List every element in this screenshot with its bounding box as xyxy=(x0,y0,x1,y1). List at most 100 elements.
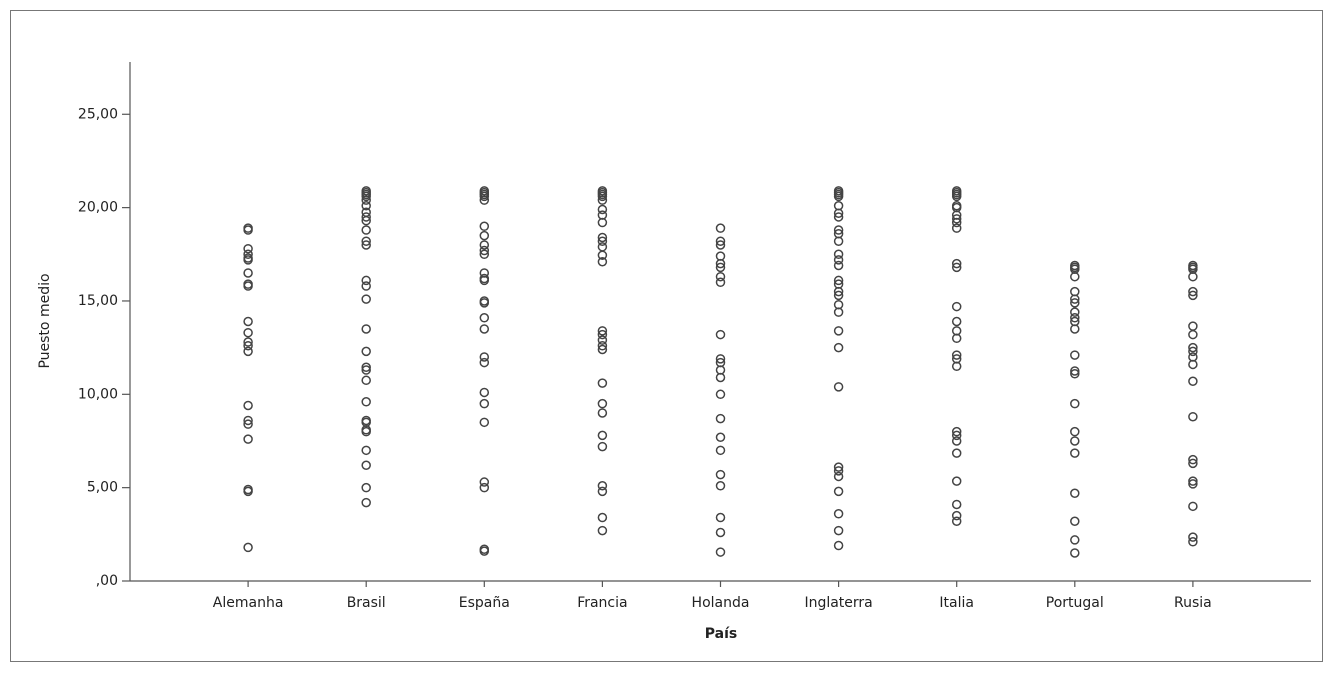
point xyxy=(1188,342,1198,353)
point xyxy=(1070,307,1080,317)
point xyxy=(597,525,608,536)
point xyxy=(833,486,844,497)
point xyxy=(597,195,608,205)
point xyxy=(833,260,844,271)
point xyxy=(243,316,253,327)
point xyxy=(597,398,608,409)
point xyxy=(597,344,608,355)
point xyxy=(715,240,726,250)
point xyxy=(361,426,371,437)
point xyxy=(243,225,253,235)
point xyxy=(479,195,490,205)
chart-frame xyxy=(10,10,1323,662)
point xyxy=(833,462,844,472)
point xyxy=(243,400,253,411)
point xyxy=(951,301,962,312)
point xyxy=(243,281,253,291)
point xyxy=(597,250,608,260)
point xyxy=(361,365,371,375)
point xyxy=(597,430,608,441)
point xyxy=(479,245,490,256)
point xyxy=(361,225,371,235)
x-axis-title: País xyxy=(705,626,737,642)
point xyxy=(715,389,726,400)
point xyxy=(479,191,490,202)
point xyxy=(715,481,726,491)
point xyxy=(479,387,490,398)
point xyxy=(243,327,253,338)
point xyxy=(1070,398,1080,409)
point xyxy=(479,221,490,232)
point xyxy=(243,415,253,426)
point xyxy=(243,434,253,444)
point xyxy=(479,477,490,487)
point xyxy=(833,540,844,551)
point xyxy=(243,337,253,347)
point xyxy=(951,476,962,486)
point xyxy=(243,419,253,429)
point xyxy=(833,471,844,482)
point xyxy=(715,277,726,288)
point xyxy=(1188,376,1198,386)
point xyxy=(951,448,962,458)
point xyxy=(715,329,726,340)
point xyxy=(1070,350,1080,360)
point xyxy=(1070,535,1080,545)
point xyxy=(243,341,253,351)
point xyxy=(597,232,608,243)
x-tick-label: Alemanha xyxy=(213,595,284,611)
point xyxy=(597,236,608,246)
point xyxy=(361,445,371,456)
point xyxy=(1070,366,1080,376)
point xyxy=(361,215,371,226)
point xyxy=(597,441,608,452)
point xyxy=(361,362,371,372)
point xyxy=(1070,294,1080,304)
point xyxy=(1070,324,1080,334)
point xyxy=(361,195,371,205)
point xyxy=(833,342,844,353)
y-tick-label: 25,00 xyxy=(78,106,118,122)
point xyxy=(951,262,962,273)
point xyxy=(1188,346,1198,357)
point xyxy=(479,398,490,409)
point xyxy=(361,324,371,334)
point xyxy=(1070,426,1080,437)
point xyxy=(597,242,608,252)
point xyxy=(597,326,608,336)
x-tick-label: Holanda xyxy=(692,595,750,611)
point xyxy=(361,191,371,202)
point xyxy=(243,255,253,265)
point xyxy=(361,240,371,250)
point xyxy=(1188,271,1198,282)
x-tick-label: Brasil xyxy=(347,595,386,611)
point xyxy=(361,281,371,291)
x-tick-label: Italia xyxy=(939,595,974,611)
point xyxy=(833,290,844,301)
point xyxy=(361,275,371,286)
point xyxy=(833,466,844,476)
point xyxy=(1188,532,1198,542)
point xyxy=(1070,313,1080,323)
y-tick-label: 5,00 xyxy=(87,480,118,496)
point xyxy=(479,482,490,493)
point xyxy=(361,236,371,246)
point xyxy=(951,510,962,521)
point xyxy=(951,191,962,202)
point xyxy=(951,258,962,269)
point xyxy=(1188,454,1198,465)
point xyxy=(1188,476,1198,486)
point xyxy=(1070,548,1080,558)
point xyxy=(1188,321,1198,331)
point xyxy=(951,430,962,441)
point xyxy=(833,212,844,222)
point xyxy=(479,417,490,428)
point xyxy=(1188,537,1198,547)
x-tick-label: España xyxy=(459,595,510,611)
point xyxy=(479,298,490,308)
point xyxy=(243,249,253,260)
point xyxy=(833,275,844,286)
point xyxy=(715,223,726,233)
point xyxy=(715,413,726,424)
